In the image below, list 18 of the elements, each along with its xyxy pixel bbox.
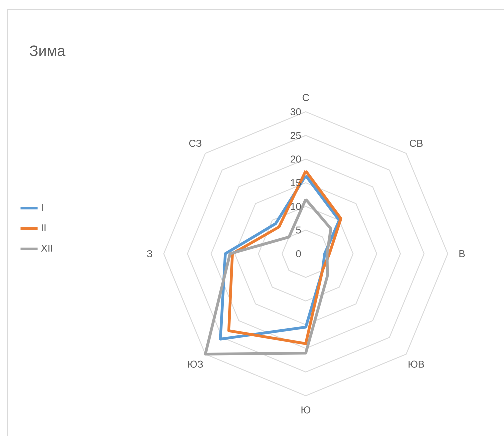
y-tick-label: 5 [296,226,302,234]
legend-label: XII [41,244,52,252]
y-tick-label: 10 [291,203,302,210]
spoke-label: С [302,94,310,102]
y-tick-label: 0 [296,250,302,258]
spoke-label: В [460,250,466,258]
spoke-label: СЗ [189,140,202,148]
spoke-label: СВ [410,140,423,148]
spoke-label: ЮЗ [188,360,204,368]
spoke-label: З [147,250,152,258]
y-tick-label: 30 [290,108,302,116]
y-tick-label: 25 [290,132,302,140]
spoke-label: ЮВ [408,360,424,368]
chart-title: Зима [30,46,66,56]
legend-label: I [42,204,43,212]
y-tick-label: 20 [290,156,302,163]
spoke-label: Ю [302,406,311,414]
legend-label: II [42,224,46,232]
